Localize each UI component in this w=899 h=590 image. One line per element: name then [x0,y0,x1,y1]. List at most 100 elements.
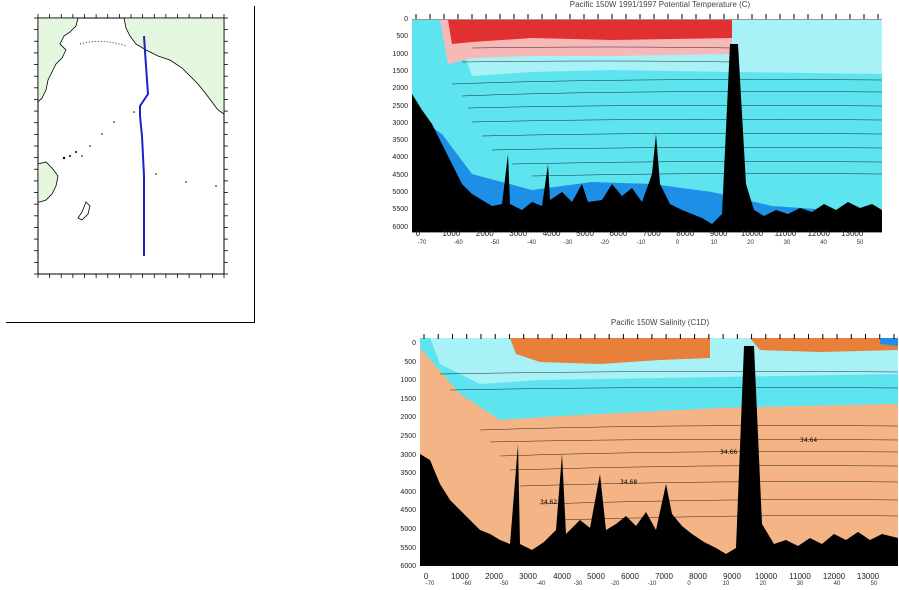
latitude-tick-label: 10 [722,581,730,587]
temperature-section [412,14,882,244]
distance-tick-label: 7000 [655,572,673,581]
latitude-tick-label: 0 [687,581,691,587]
depth-tick-label: 3000 [400,451,416,459]
salinity-section-title: Pacific 150W Salinity (C1D) [610,318,710,327]
new-zealand [77,201,91,221]
distance-tick-label: 11000 [789,572,811,581]
contour-label: 34.68 [620,479,637,486]
latitude-tick-label: -10 [647,581,657,587]
latitude-tick-label: 20 [759,581,767,587]
latitude-tick-label: 30 [796,581,804,587]
latitude-tick-label: 10 [710,240,718,246]
latitude-tick-label: 30 [783,240,791,246]
depth-tick-label: 5000 [400,526,416,533]
depth-tick-label: 500 [396,33,408,41]
distance-tick-label: 13000 [841,229,864,238]
latitude-tick-label: -50 [499,581,509,587]
latitude-tick-label: -50 [490,240,500,246]
temperature-plot [412,14,882,233]
salinity-seafloor [420,346,898,566]
distance-tick-label: 9000 [709,229,728,238]
latitude-tick-label: -70 [425,581,435,587]
depth-tick-label: 4000 [400,488,416,496]
distance-tick-label: 7000 [642,229,661,238]
distance-tick-label: 11000 [774,229,797,238]
contour-label: 34.66 [720,449,737,456]
depth-tick-label: 5500 [400,544,416,552]
depth-tick-label: 0 [404,16,408,23]
temperature-contours [451,46,882,177]
latitude-tick-label: -40 [527,240,536,246]
distance-tick-label: 2000 [475,229,494,238]
islands [62,111,217,187]
distance-tick-label: 8000 [689,572,707,581]
locator-map [34,14,228,278]
depth-tick-label: 6000 [392,223,408,231]
asia-landmass [37,17,79,103]
distance-tick-label: 9000 [723,572,741,581]
depth-tick-label: 2500 [392,102,408,110]
depth-tick-label: 4500 [392,171,408,179]
distance-tick-label: 3000 [519,572,537,581]
distance-tick-label: 0 [423,572,429,581]
latitude-tick-label: -30 [563,240,573,246]
depth-tick-label: 0 [412,340,416,347]
north-america-landmass [123,17,225,115]
latitude-tick-label: -20 [610,581,620,587]
distance-tick-label: 8000 [676,229,695,238]
aleutian-islands [79,41,127,47]
depth-tick-label: 1000 [400,377,416,385]
latitude-tick-label: -60 [462,581,472,587]
depth-tick-label: 2000 [400,414,416,422]
distance-tick-label: 0 [415,229,421,238]
contour-label: 34.64 [800,437,817,444]
distance-tick-label: 6000 [621,572,639,581]
distance-tick-label: 1000 [442,229,461,238]
depth-tick-label: 3000 [392,119,408,127]
latitude-tick-label: -60 [454,240,463,246]
depth-tick-label: 2000 [392,85,408,93]
distance-tick-label: 4000 [553,572,571,581]
latitude-tick-label: 50 [856,240,864,246]
latitude-tick-label: -70 [417,240,427,246]
depth-tick-label: 2500 [400,433,416,440]
distance-tick-label: 5000 [587,572,605,581]
latitude-tick-label: -10 [636,240,646,246]
distance-tick-label: 6000 [609,229,628,238]
distance-tick-label: 2000 [485,572,503,581]
latitude-tick-label: 40 [820,240,827,246]
depth-tick-label: 6000 [400,563,416,571]
temperature-seafloor [412,44,882,232]
australia-landmass [37,161,59,203]
depth-tick-label: 3500 [400,470,416,478]
distance-tick-label: 12000 [807,229,830,238]
latitude-tick-label: -30 [573,581,583,587]
locator-map-panel [6,6,255,323]
latitude-tick-label: 50 [870,581,878,587]
latitude-tick-label: 40 [833,581,841,587]
latitude-tick-label: -40 [536,581,546,587]
distance-tick-label: 10000 [740,229,764,238]
distance-tick-label: 5000 [576,229,594,238]
map-ticks [34,14,228,278]
distance-tick-label: 1000 [451,572,469,581]
distance-tick-label: 12000 [822,572,846,581]
salinity-plot: 34.64 34.66 34.68 34.62 [420,334,898,566]
temperature-section-title: Pacific 150W 1991/1997 Potential Tempera… [569,0,751,9]
distance-tick-label: 3000 [509,229,528,238]
depth-tick-label: 3500 [392,137,408,145]
contour-label: 34.62 [540,499,557,506]
depth-tick-label: 500 [404,358,416,366]
distance-tick-label: 10000 [754,572,778,581]
distance-tick-label: 4000 [542,229,561,238]
depth-tick-label: 5000 [392,189,408,196]
latitude-tick-label: 0 [675,240,680,246]
distance-tick-label: 13000 [856,572,880,581]
latitude-tick-label: -20 [600,240,609,246]
salinity-section: 34.64 34.66 34.68 34.62 [420,334,898,570]
depth-tick-label: 1500 [392,67,408,75]
depth-tick-label: 4500 [400,507,416,515]
depth-tick-label: 1500 [400,395,416,403]
depth-tick-label: 4000 [392,154,408,162]
cruise-track [139,35,150,256]
